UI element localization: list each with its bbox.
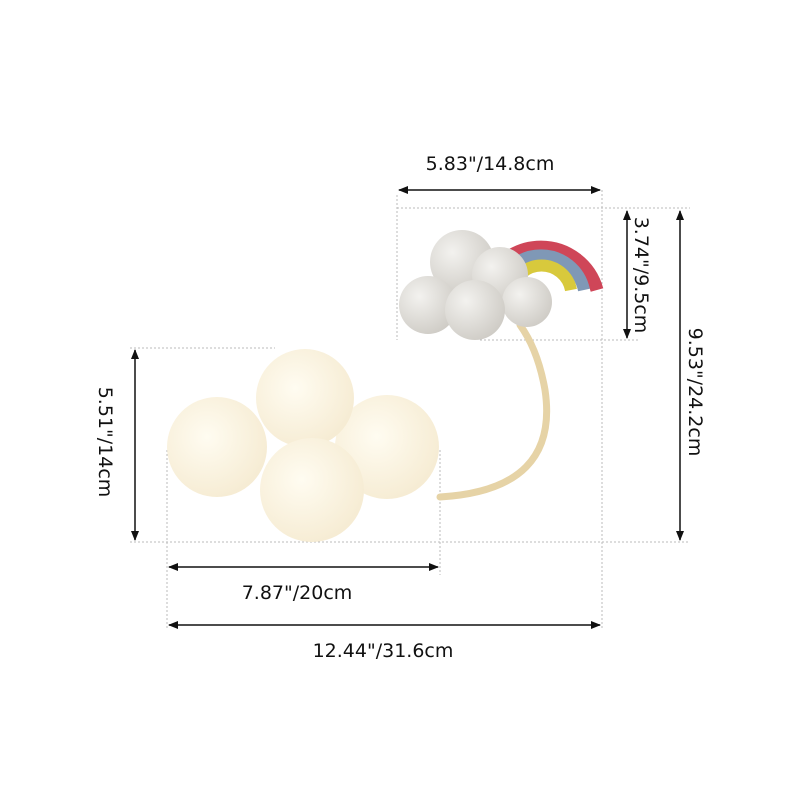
big-cloud-width-label: 7.87"/20cm [242, 582, 353, 604]
lamp-arm [436, 321, 551, 501]
top-width-label: 5.83"/14.8cm [426, 153, 555, 175]
dimension-lines [131, 186, 684, 629]
small-cloud-shade [399, 230, 552, 340]
total-height-label: 9.53"/24.2cm [684, 328, 706, 457]
big-cloud-height-label: 5.51"/14cm [94, 387, 116, 498]
guide-lines [130, 190, 690, 630]
big-cloud-shade [167, 349, 439, 542]
total-width-label: 12.44"/31.6cm [313, 640, 454, 662]
small-cloud-height-label: 3.74"/9.5cm [630, 217, 652, 334]
